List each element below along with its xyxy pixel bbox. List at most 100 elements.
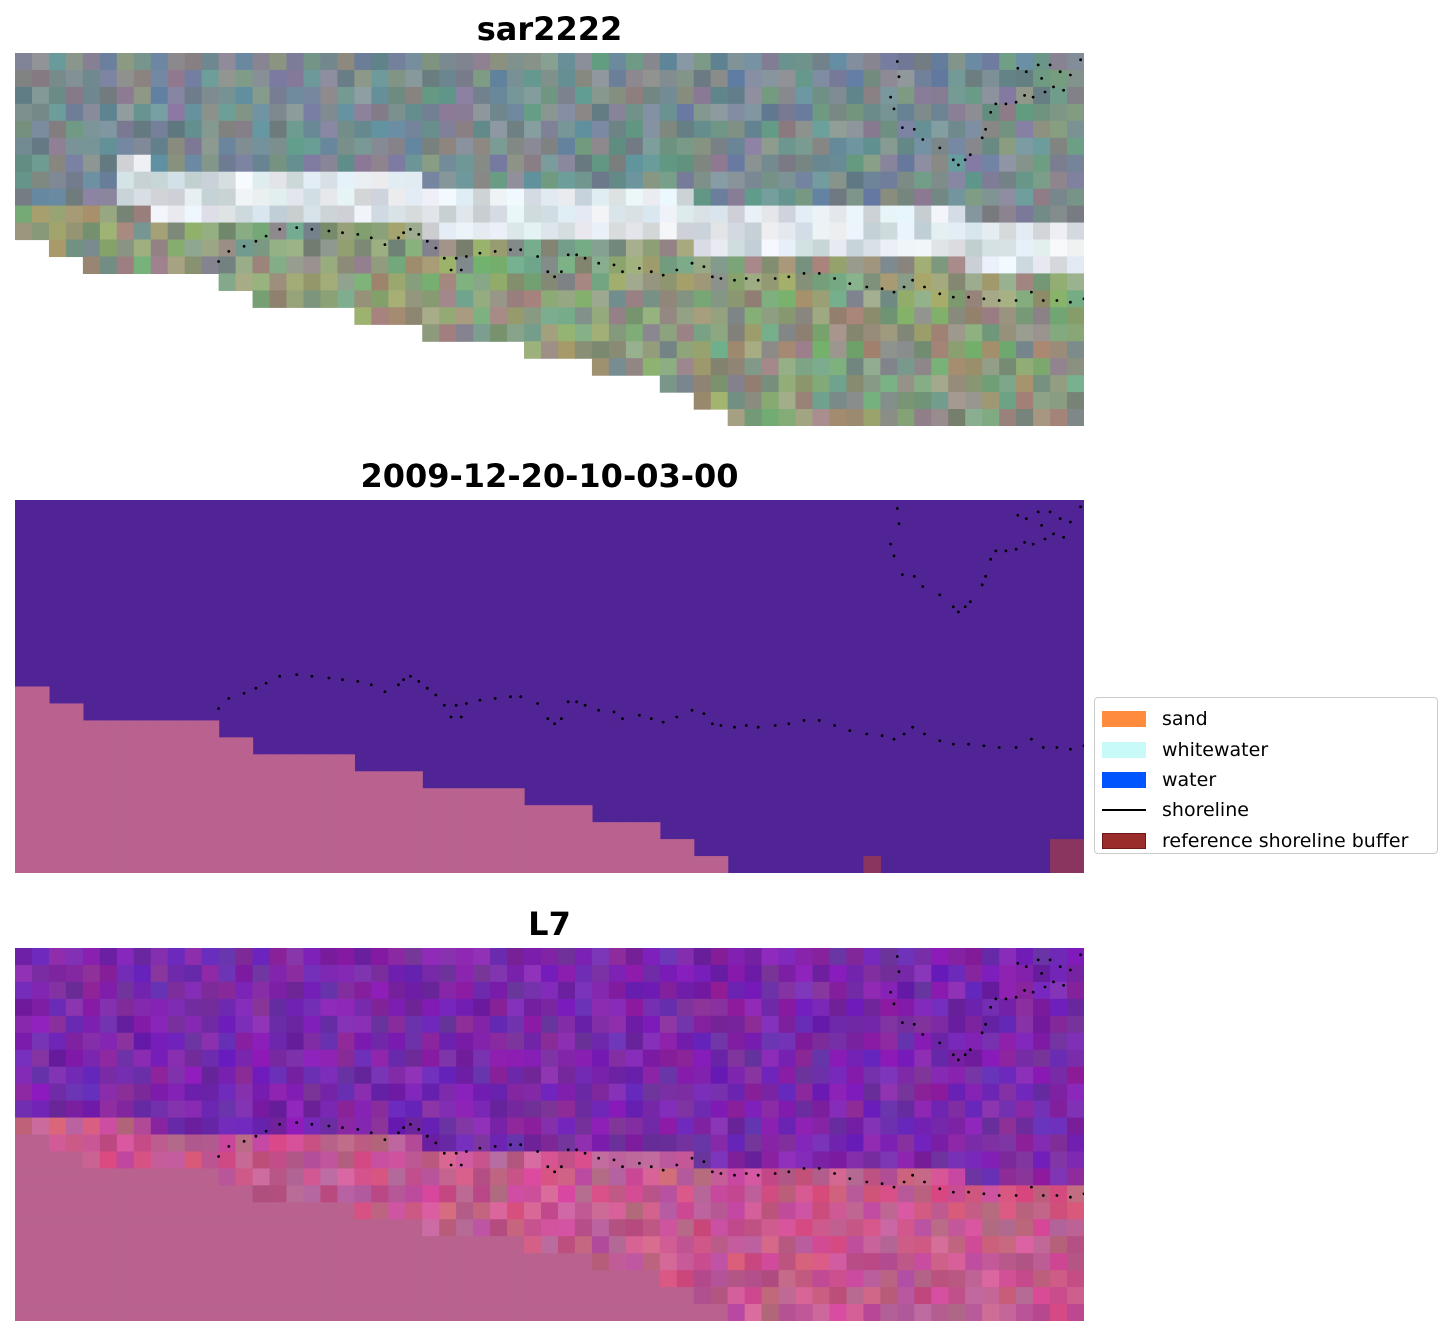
image-pixel bbox=[829, 103, 848, 122]
masked-pixel bbox=[65, 1253, 84, 1271]
shoreline-point bbox=[989, 1005, 993, 1009]
image-pixel bbox=[829, 69, 848, 88]
index-pixel bbox=[778, 1066, 797, 1085]
image-pixel bbox=[1050, 324, 1068, 342]
shoreline-point bbox=[661, 720, 665, 724]
index-pixel bbox=[829, 948, 848, 966]
image-pixel bbox=[761, 137, 780, 156]
image-pixel bbox=[761, 358, 780, 376]
image-pixel bbox=[1050, 69, 1068, 88]
index-pixel bbox=[320, 998, 338, 1017]
index-pixel bbox=[1050, 964, 1068, 983]
image-pixel bbox=[778, 171, 797, 190]
index-pixel bbox=[82, 1032, 101, 1051]
image-pixel bbox=[524, 239, 542, 258]
image-pixel bbox=[778, 409, 797, 426]
index-pixel bbox=[897, 1066, 915, 1085]
index-pixel bbox=[880, 1100, 898, 1119]
masked-pixel bbox=[354, 1253, 372, 1271]
image-pixel bbox=[982, 53, 1000, 71]
index-pixel bbox=[931, 1168, 949, 1186]
image-pixel bbox=[354, 256, 372, 274]
index-pixel bbox=[676, 1134, 695, 1153]
index-pixel bbox=[795, 1049, 814, 1068]
image-pixel bbox=[456, 86, 474, 105]
index-pixel bbox=[591, 998, 610, 1017]
image-pixel bbox=[659, 86, 678, 105]
image-pixel bbox=[625, 154, 644, 173]
image-pixel bbox=[388, 188, 406, 207]
shoreline-point bbox=[1048, 510, 1052, 514]
index-pixel bbox=[863, 964, 881, 983]
index-pixel bbox=[15, 998, 33, 1017]
masked-pixel bbox=[82, 1219, 101, 1237]
index-pixel bbox=[269, 1100, 288, 1119]
index-pixel bbox=[812, 1185, 831, 1203]
shoreline-point bbox=[465, 1150, 468, 1153]
index-pixel bbox=[744, 1117, 763, 1136]
index-pixel bbox=[1033, 998, 1051, 1017]
image-pixel bbox=[625, 69, 644, 88]
image-pixel bbox=[252, 154, 271, 173]
image-pixel bbox=[507, 324, 525, 342]
index-pixel bbox=[82, 981, 101, 1000]
index-pixel bbox=[235, 1134, 254, 1153]
shoreline-point bbox=[912, 1022, 916, 1026]
masked-pixel bbox=[65, 1168, 84, 1186]
image-pixel bbox=[761, 222, 780, 241]
index-pixel bbox=[1067, 1270, 1084, 1288]
index-pixel bbox=[1067, 1304, 1084, 1321]
image-pixel bbox=[846, 205, 865, 224]
index-pixel bbox=[541, 1049, 559, 1068]
masked-pixel bbox=[15, 1253, 33, 1271]
index-pixel bbox=[541, 1134, 559, 1153]
image-pixel bbox=[1050, 273, 1068, 291]
image-pixel bbox=[133, 69, 152, 88]
image-pixel bbox=[557, 86, 576, 105]
masked-pixel bbox=[286, 1236, 305, 1254]
index-pixel bbox=[99, 1066, 118, 1085]
image-pixel bbox=[371, 69, 389, 88]
index-pixel bbox=[897, 948, 915, 966]
index-pixel bbox=[914, 1151, 932, 1169]
image-pixel bbox=[116, 256, 135, 274]
index-pixel bbox=[269, 1049, 288, 1068]
index-pixel bbox=[727, 1117, 746, 1136]
index-pixel bbox=[965, 981, 983, 1000]
image-pixel bbox=[948, 120, 966, 139]
image-pixel bbox=[15, 188, 33, 207]
masked-pixel bbox=[218, 1304, 237, 1321]
index-pixel bbox=[235, 981, 254, 1000]
image-pixel bbox=[744, 392, 763, 410]
index-pixel bbox=[167, 1015, 186, 1034]
index-pixel bbox=[422, 948, 440, 966]
image-pixel bbox=[422, 273, 440, 291]
index-pixel bbox=[269, 1168, 288, 1186]
image-pixel bbox=[218, 154, 237, 173]
index-pixel bbox=[218, 948, 237, 966]
index-pixel bbox=[795, 1287, 814, 1305]
image-pixel bbox=[727, 239, 746, 258]
shoreline-point bbox=[1055, 299, 1059, 302]
image-pixel bbox=[541, 222, 559, 241]
image-pixel bbox=[914, 358, 932, 376]
image-pixel bbox=[82, 256, 101, 274]
image-pixel bbox=[320, 256, 338, 274]
image-pixel bbox=[65, 154, 84, 173]
shoreline-point bbox=[1043, 537, 1047, 541]
masked-pixel bbox=[201, 1168, 220, 1186]
image-pixel bbox=[795, 324, 814, 342]
image-pixel bbox=[999, 290, 1017, 308]
index-pixel bbox=[965, 1219, 983, 1237]
index-pixel bbox=[608, 1151, 627, 1169]
masked-pixel bbox=[201, 1219, 220, 1237]
shoreline-point bbox=[369, 236, 373, 240]
masked-pixel bbox=[574, 1304, 593, 1321]
index-pixel bbox=[744, 1083, 763, 1102]
index-pixel bbox=[473, 948, 491, 966]
shoreline-point bbox=[1016, 961, 1020, 965]
image-pixel bbox=[388, 307, 406, 325]
index-pixel bbox=[727, 1083, 746, 1102]
index-pixel bbox=[524, 964, 542, 983]
image-pixel bbox=[897, 256, 915, 274]
